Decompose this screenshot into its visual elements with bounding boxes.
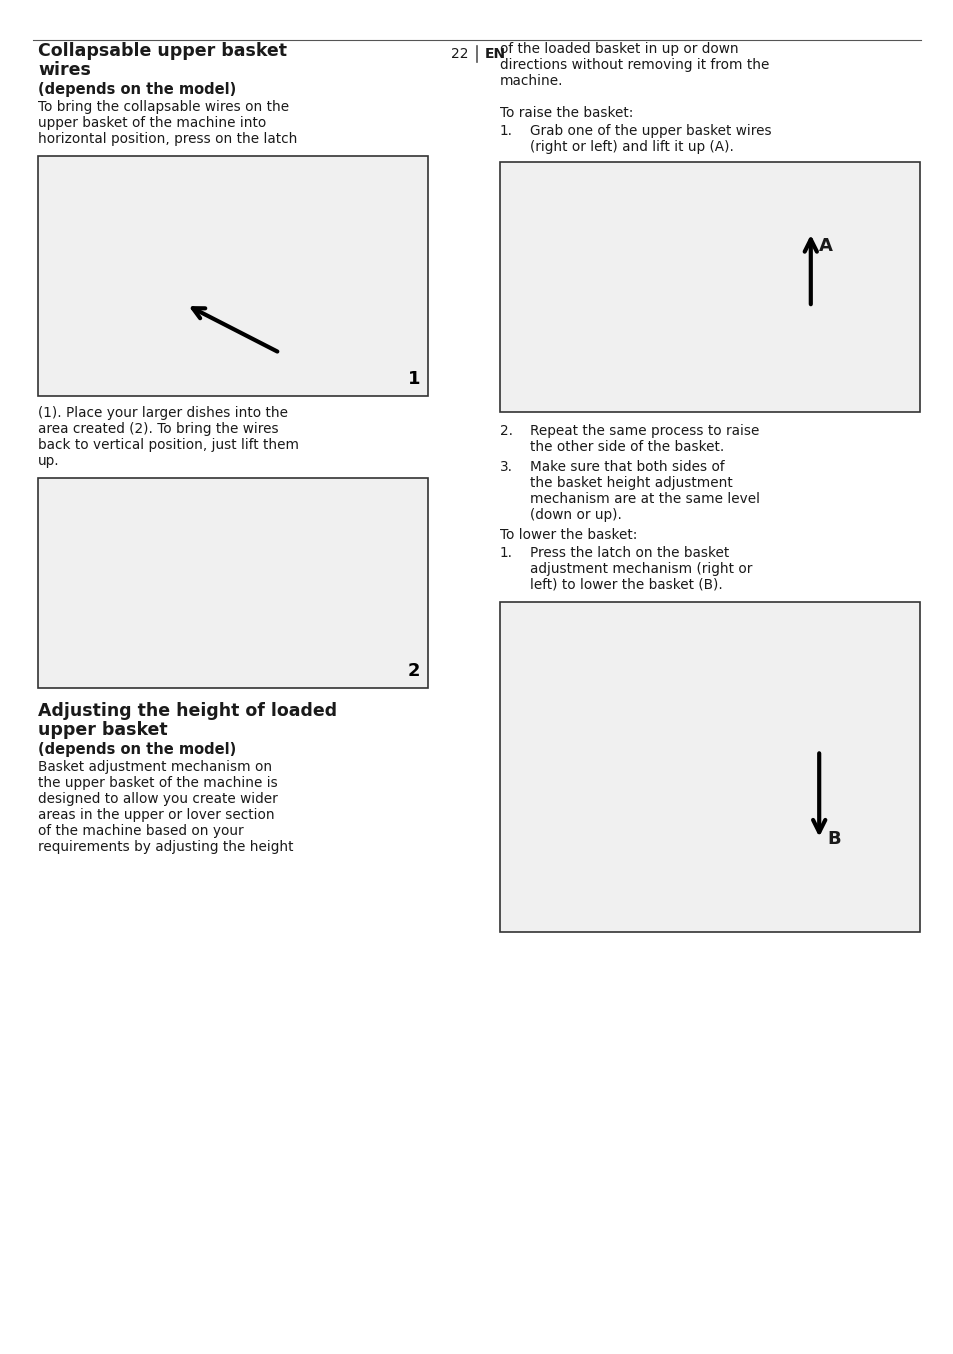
Text: of the loaded basket in up or down: of the loaded basket in up or down <box>499 42 738 56</box>
Bar <box>499 162 919 412</box>
Text: the upper basket of the machine is: the upper basket of the machine is <box>38 776 277 789</box>
Text: 2.: 2. <box>499 424 513 437</box>
Text: Collapsable upper basket: Collapsable upper basket <box>38 42 287 60</box>
Text: (1). Place your larger dishes into the: (1). Place your larger dishes into the <box>38 406 288 420</box>
Text: 1.: 1. <box>499 546 513 561</box>
Text: B: B <box>826 830 840 848</box>
Text: up.: up. <box>38 454 59 468</box>
Text: machine.: machine. <box>499 74 563 88</box>
Text: Adjusting the height of loaded: Adjusting the height of loaded <box>38 701 336 720</box>
Text: 3.: 3. <box>499 460 513 474</box>
Bar <box>499 603 919 932</box>
Text: Basket adjustment mechanism on: Basket adjustment mechanism on <box>38 760 272 774</box>
Text: back to vertical position, just lift them: back to vertical position, just lift the… <box>38 437 298 452</box>
Text: of the machine based on your: of the machine based on your <box>38 825 243 838</box>
Text: the basket height adjustment: the basket height adjustment <box>530 477 732 490</box>
Text: 1: 1 <box>407 370 419 389</box>
Text: wires: wires <box>38 61 91 79</box>
Text: upper basket of the machine into: upper basket of the machine into <box>38 116 266 130</box>
Text: To bring the collapsable wires on the: To bring the collapsable wires on the <box>38 100 289 114</box>
Text: 22: 22 <box>451 47 469 61</box>
Text: To raise the basket:: To raise the basket: <box>499 106 633 121</box>
Text: horizontal position, press on the latch: horizontal position, press on the latch <box>38 131 297 146</box>
Text: designed to allow you create wider: designed to allow you create wider <box>38 792 277 806</box>
Text: requirements by adjusting the height: requirements by adjusting the height <box>38 839 294 854</box>
Text: Press the latch on the basket: Press the latch on the basket <box>530 546 728 561</box>
Text: To lower the basket:: To lower the basket: <box>499 528 637 542</box>
Text: upper basket: upper basket <box>38 720 168 739</box>
Text: 1.: 1. <box>499 125 513 138</box>
Text: area created (2). To bring the wires: area created (2). To bring the wires <box>38 422 278 436</box>
Text: areas in the upper or lover section: areas in the upper or lover section <box>38 808 274 822</box>
Text: (right or left) and lift it up (A).: (right or left) and lift it up (A). <box>530 139 733 154</box>
Text: Grab one of the upper basket wires: Grab one of the upper basket wires <box>530 125 771 138</box>
Bar <box>38 156 428 395</box>
Text: mechanism are at the same level: mechanism are at the same level <box>530 492 760 506</box>
Text: left) to lower the basket (B).: left) to lower the basket (B). <box>530 578 722 592</box>
Text: EN: EN <box>484 47 506 61</box>
Bar <box>38 478 428 688</box>
Text: A: A <box>818 237 832 255</box>
Text: (down or up).: (down or up). <box>530 508 621 523</box>
Text: adjustment mechanism (right or: adjustment mechanism (right or <box>530 562 752 575</box>
Text: Repeat the same process to raise: Repeat the same process to raise <box>530 424 759 437</box>
Text: the other side of the basket.: the other side of the basket. <box>530 440 723 454</box>
Text: (depends on the model): (depends on the model) <box>38 742 236 757</box>
Text: Make sure that both sides of: Make sure that both sides of <box>530 460 724 474</box>
Text: directions without removing it from the: directions without removing it from the <box>499 58 768 72</box>
Text: (depends on the model): (depends on the model) <box>38 83 236 97</box>
Text: 2: 2 <box>407 662 419 680</box>
